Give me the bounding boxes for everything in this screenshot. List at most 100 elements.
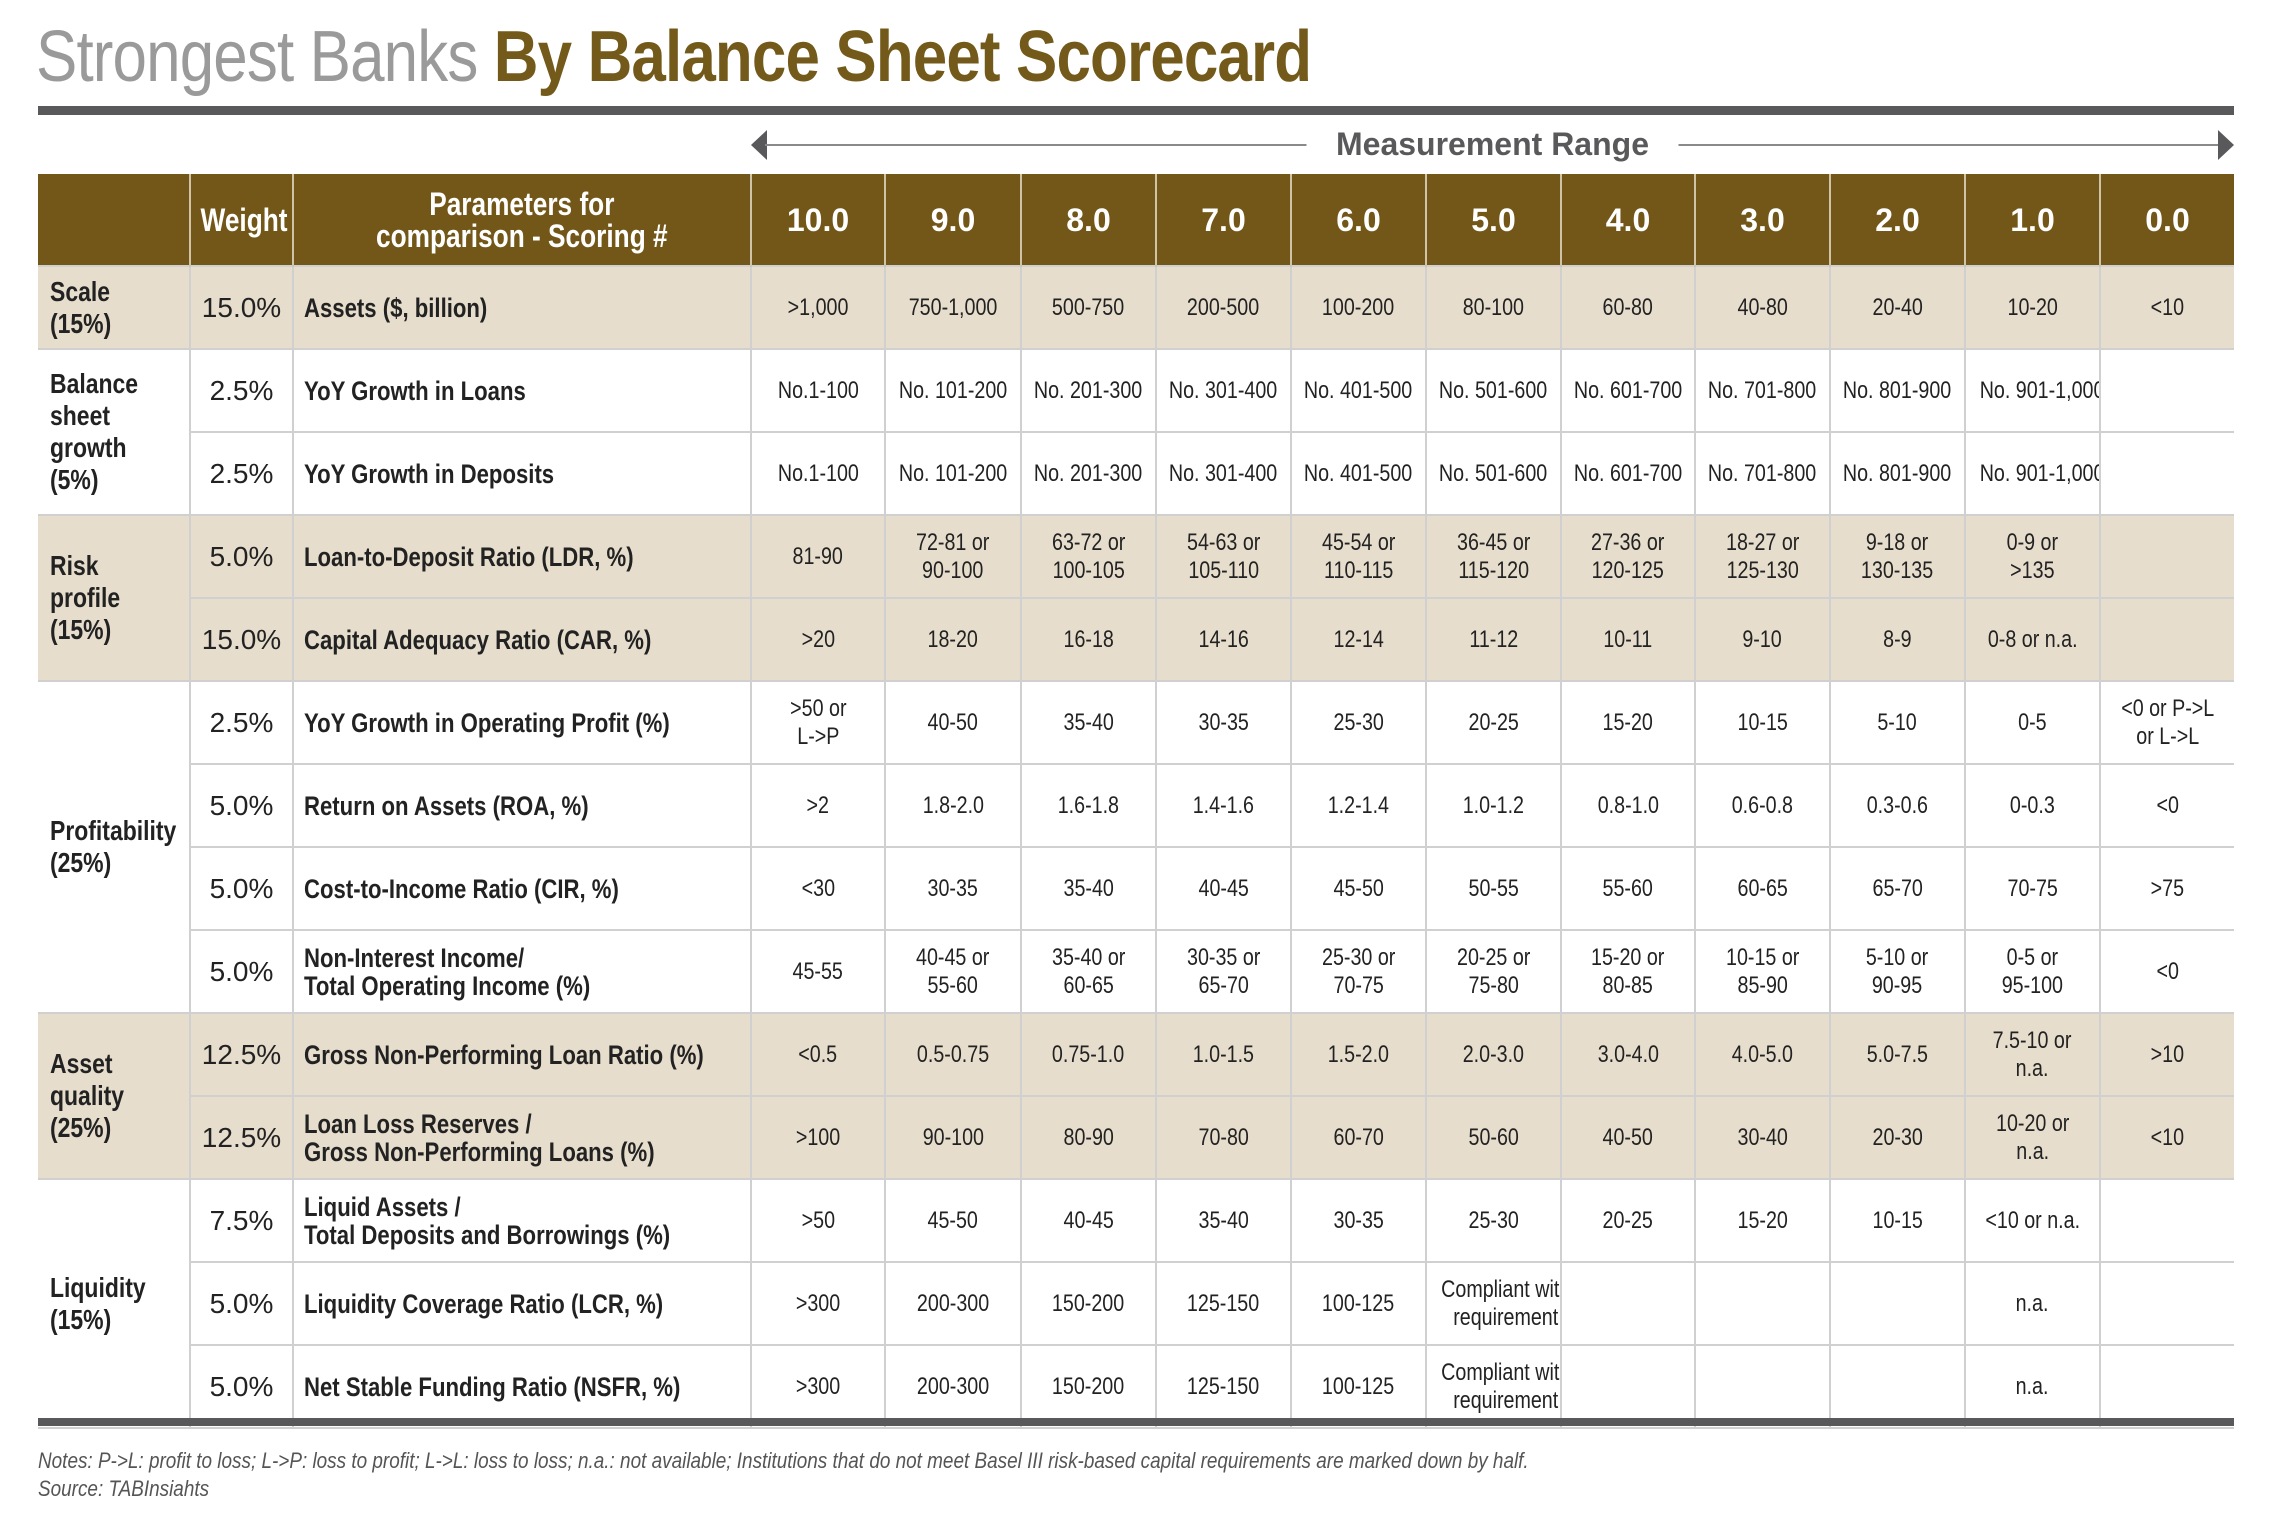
score-range-cell: 0.75-1.0 — [1020, 1012, 1157, 1097]
cell-text-line: 9-10 — [1742, 625, 1783, 653]
cell-text-line: Gross Non-Performing Loans (%) — [304, 1136, 655, 1167]
cell-text-line: Non-Interest Income/ — [304, 942, 525, 973]
score-range-cell — [1694, 1261, 1831, 1346]
score-range-cell: No.1-100 — [750, 348, 886, 433]
score-range-cell: 0.3-0.6 — [1829, 763, 1966, 848]
header-parameters: Parameters for comparison - Scoring # — [292, 174, 751, 266]
cell-text-line: No. 701-800 — [1708, 376, 1817, 404]
cell-text-line: No. 701-800 — [1708, 459, 1817, 487]
cell-text-line: Liquidity — [50, 1271, 146, 1303]
title-light: Strongest Banks — [36, 17, 478, 97]
score-range-cell: 40-80 — [1694, 265, 1831, 350]
score-range-cell: >300 — [750, 1261, 886, 1346]
cell-text-line: 85-90 — [1737, 971, 1788, 999]
score-range-cell: No. 901-1,000 — [1964, 431, 2101, 516]
score-range-cell: 27-36 or 120-125 — [1560, 514, 1696, 599]
score-range-cell: 5-10 — [1829, 680, 1966, 765]
cell-text-line: Balance — [50, 368, 139, 399]
cell-text-line: 30-35 or — [1186, 943, 1261, 971]
cell-text-line: 2.0-3.0 — [1462, 1040, 1525, 1068]
cell-text-line: 40-50 — [927, 708, 979, 736]
cell-text-line: 10-15 or — [1725, 943, 1800, 971]
score-range-cell — [2099, 514, 2234, 599]
score-range-cell: 20-25 or 75-80 — [1425, 929, 1562, 1014]
cell-text-line: 12-14 — [1333, 625, 1384, 653]
cell-text-line: No. 101-200 — [898, 376, 1008, 404]
cell-text-line: 100-125 — [1322, 1289, 1395, 1317]
score-range-cell: No. 201-300 — [1020, 348, 1157, 433]
cell-text-line: No. 201-300 — [1034, 459, 1143, 487]
parameter-cell: YoY Growth in Loans — [292, 348, 752, 433]
table-row: 12.5% Loan Loss Reserves / Gross Non-Perfo… — [38, 1095, 2234, 1180]
cell-text-line: 60-80 — [1602, 293, 1654, 321]
cell-text-line: 0-5 or — [2006, 943, 2059, 971]
cell-text-line: >300 — [795, 1372, 841, 1400]
score-range-cell: No. 101-200 — [884, 431, 1022, 516]
score-range-cell — [2099, 1178, 2234, 1263]
table-row: 5.0% Return on Assets (ROA, %) >2 1.8-2.0 1.… — [38, 763, 2234, 848]
cell-text-line: 63-72 or — [1051, 528, 1126, 556]
score-range-cell: No. 901-1,000 — [1964, 348, 2101, 433]
score-range-cell: 20-25 — [1425, 680, 1562, 765]
score-range-cell — [2099, 1261, 2234, 1346]
parameter-cell: Return on Assets (ROA, %) — [292, 763, 752, 848]
cell-text-line: n.a. — [2016, 1137, 2049, 1165]
cell-text-line: Total Operating Income (%) — [304, 970, 591, 1001]
cell-text-line: 45-50 — [1333, 874, 1384, 902]
cell-text-line: 0-5 — [2018, 708, 2047, 736]
score-range-cell: 500-750 — [1020, 265, 1157, 350]
score-range-cell: 1.8-2.0 — [884, 763, 1022, 848]
cell-text-line: 20-25 or — [1456, 943, 1531, 971]
weight-cell: 5.0% — [189, 929, 294, 1014]
score-range-cell: 60-70 — [1290, 1095, 1427, 1180]
cell-text-line: growth — [50, 432, 127, 463]
cell-text-line: No. 401-500 — [1304, 459, 1413, 487]
cell-text-line: 1.8-2.0 — [922, 791, 984, 819]
score-range-cell: No. 701-800 — [1694, 431, 1831, 516]
header-score: 8.0 — [1020, 174, 1156, 266]
arrow-left-icon — [751, 130, 767, 160]
cell-text-line: 80-85 — [1602, 971, 1654, 999]
weight-cell: 5.0% — [189, 1344, 294, 1429]
cell-text-line: 5-10 — [1877, 708, 1918, 736]
parameter-cell: Non-Interest Income/Total Operating Inco… — [292, 929, 752, 1014]
cell-text-line: sheet — [50, 400, 110, 431]
score-range-cell: 54-63 or 105-110 — [1155, 514, 1292, 599]
weight-cell: 12.5% — [189, 1095, 294, 1180]
weight-cell: 5.0% — [189, 763, 294, 848]
score-range-cell: 25-30 or 70-75 — [1290, 929, 1427, 1014]
score-range-cell: Compliant with requirement — [1425, 1344, 1562, 1429]
cell-text-line: (15%) — [50, 307, 112, 339]
cell-text-line: 150-200 — [1052, 1289, 1125, 1317]
score-range-cell — [1829, 1261, 1966, 1346]
table-row: Scale (15%) 15.0% Assets ($, billion) >1,000… — [38, 265, 2234, 350]
cell-text-line: 35-40 — [1198, 1206, 1249, 1234]
score-range-cell: 35-40 or 60-65 — [1020, 929, 1157, 1014]
cell-text-line: quality — [50, 1080, 124, 1111]
score-range-cell: 150-200 — [1020, 1344, 1157, 1429]
cell-text-line: YoY Growth in Operating Profit (%) — [304, 707, 670, 738]
score-range-cell: 20-25 — [1560, 1178, 1696, 1263]
measurement-range-label: Measurement Range — [1306, 126, 1679, 163]
cell-text-line: 25-30 — [1333, 708, 1384, 736]
cell-text-line: 200-300 — [916, 1289, 990, 1317]
score-range-cell: 30-35 — [884, 846, 1022, 931]
cell-text-line: 0-9 or — [2006, 528, 2059, 556]
score-range-cell: 18-20 — [884, 597, 1022, 682]
parameter-cell: Gross Non-Performing Loan Ratio (%) — [292, 1012, 752, 1097]
cell-text-line: Parameters for — [429, 185, 615, 222]
cell-text-line: 0.75-1.0 — [1052, 1040, 1125, 1068]
score-range-cell: 125-150 — [1155, 1344, 1292, 1429]
header-score: 2.0 — [1829, 174, 1965, 266]
score-range-cell: <10 or n.a. — [1964, 1178, 2101, 1263]
cell-text-line: 25-30 or — [1321, 943, 1396, 971]
cell-text-line: 4.0-5.0 — [1731, 1040, 1794, 1068]
cell-text-line: 90-100 — [922, 1123, 984, 1151]
cell-text-line: <10 or n.a. — [1985, 1206, 2080, 1234]
header-score: 10.0 — [750, 174, 885, 266]
score-range-cell: 45-50 — [1290, 846, 1427, 931]
cell-text-line: 81-90 — [792, 542, 844, 570]
weight-cell: 15.0% — [189, 265, 294, 350]
score-range-cell: 40-45 — [1155, 846, 1292, 931]
cell-text-line: 10-11 — [1603, 625, 1653, 653]
